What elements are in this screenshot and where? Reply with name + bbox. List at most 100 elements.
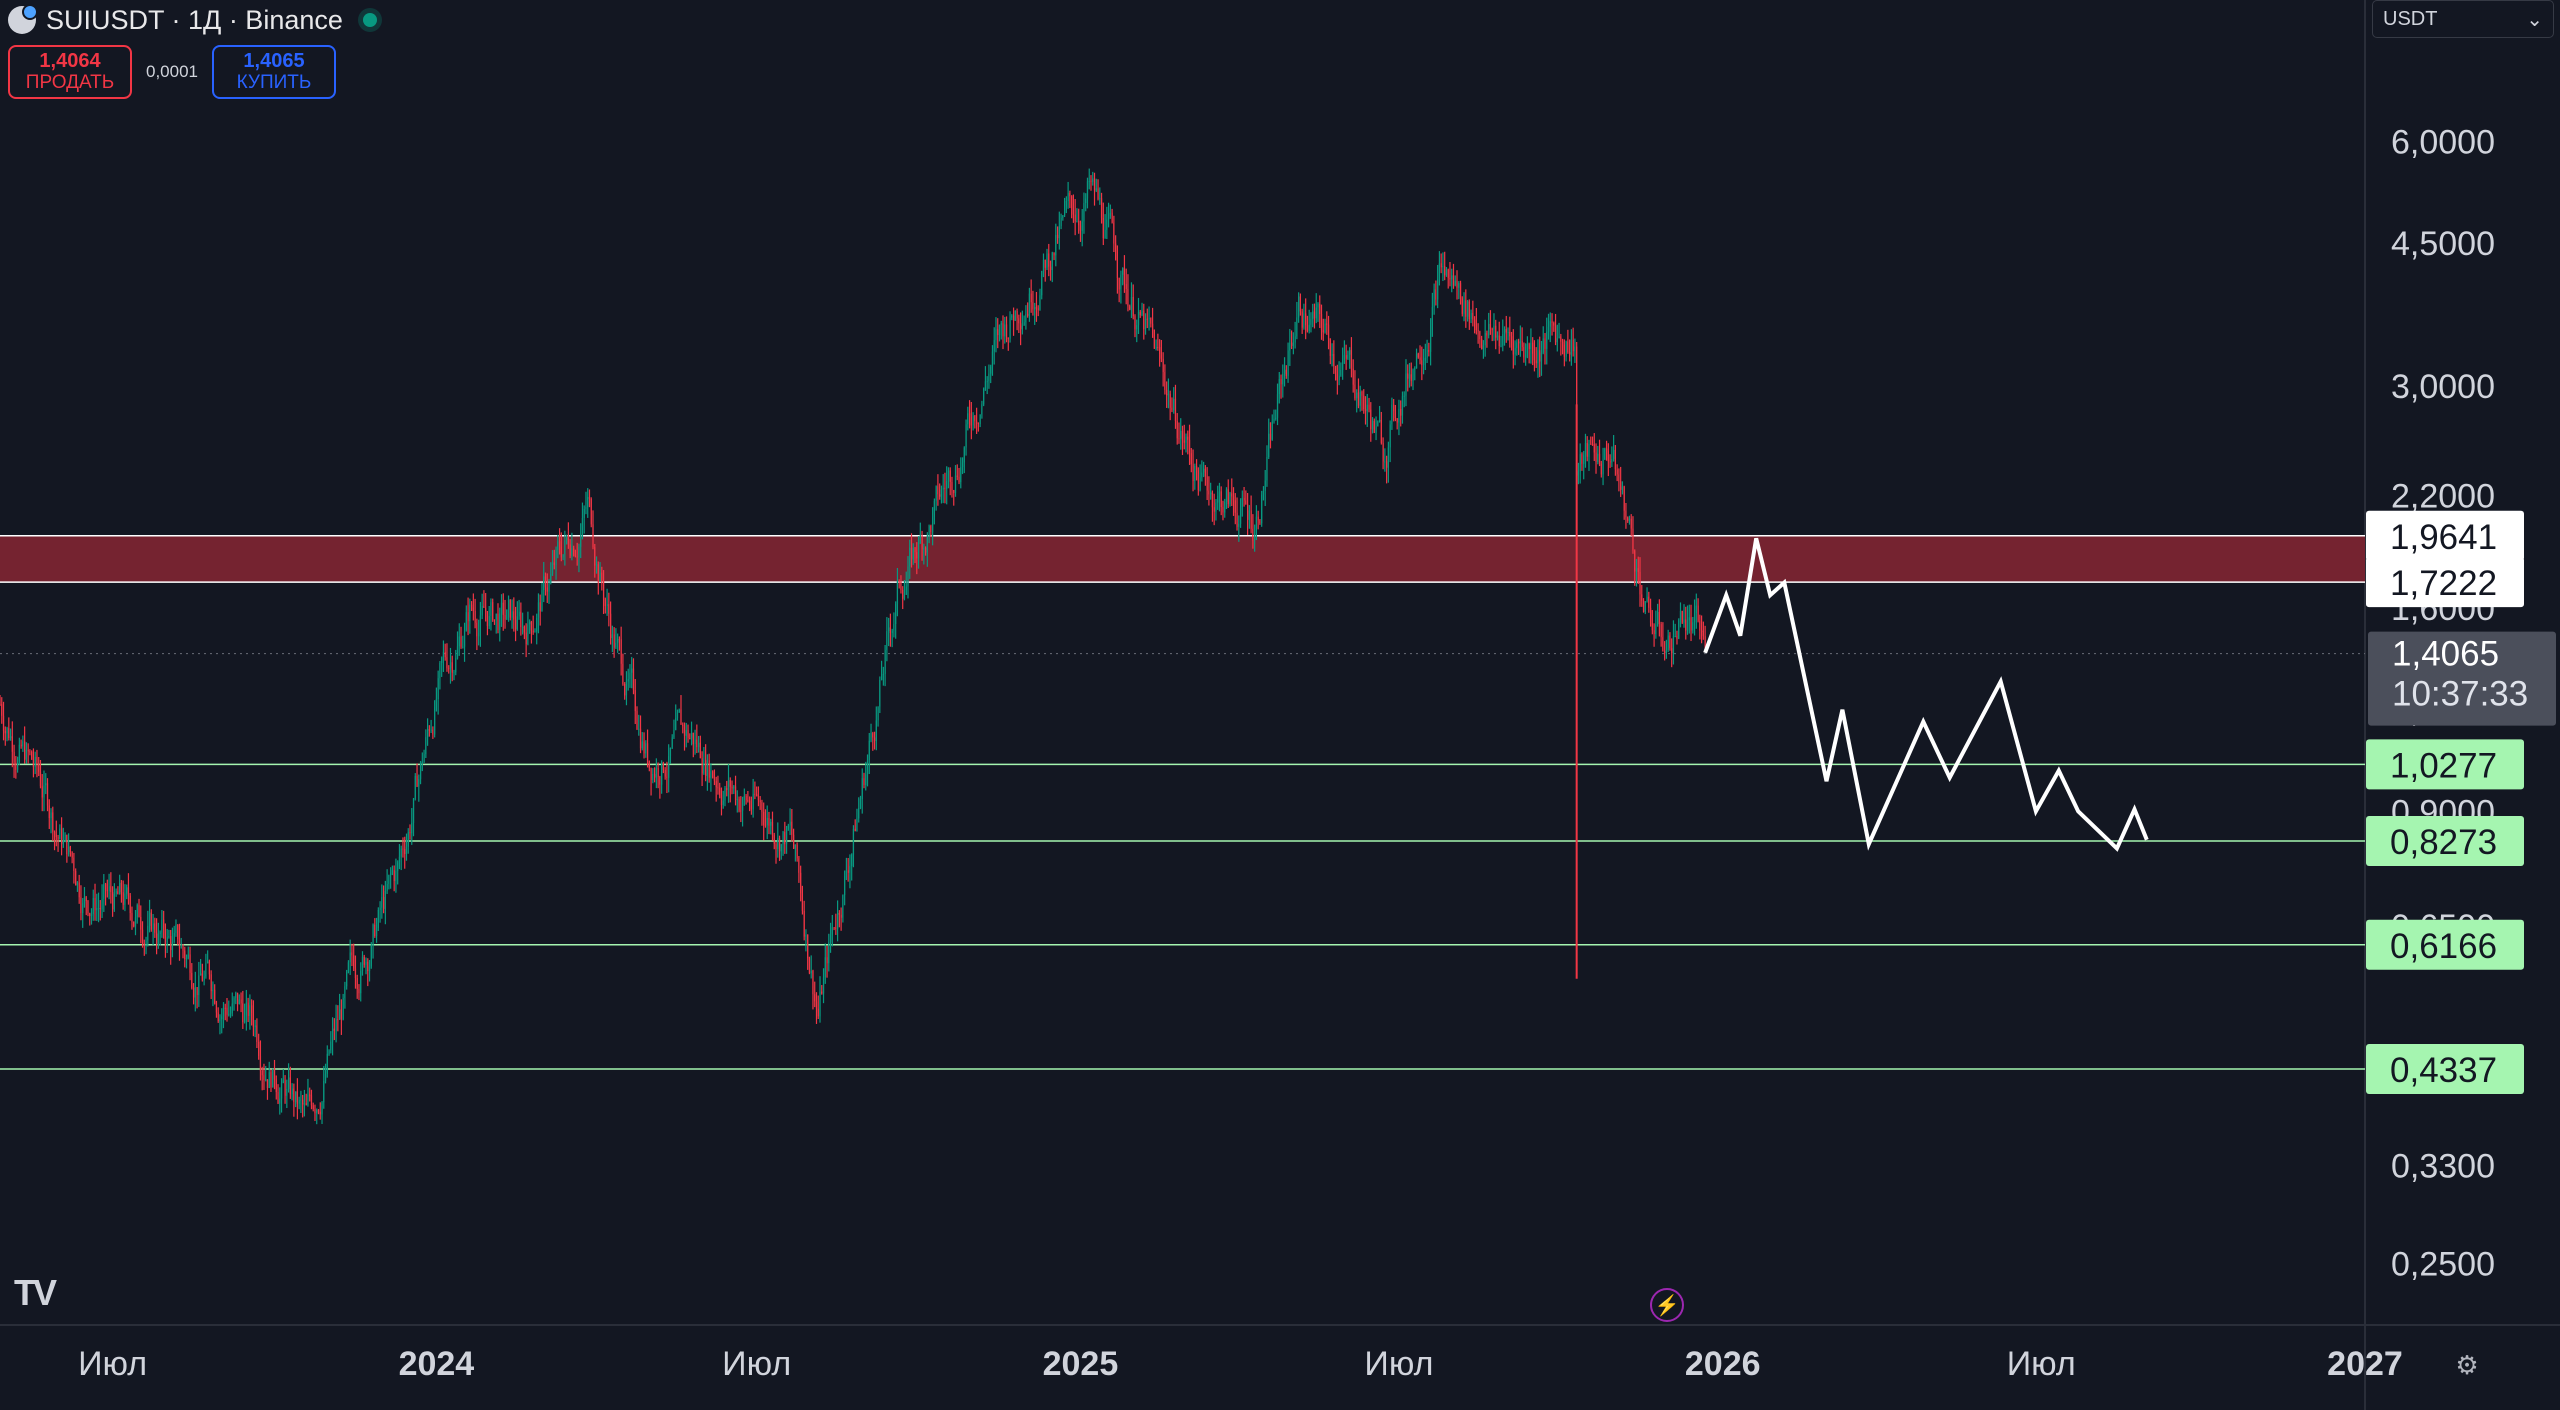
candle-body — [1646, 596, 1648, 602]
candle-body — [1257, 516, 1259, 521]
candle-body — [1401, 396, 1404, 416]
candle-body — [1136, 325, 1138, 330]
candle-body — [1123, 268, 1126, 285]
symbol-title[interactable]: SUIUSDT · 1Д · Binance — [46, 4, 343, 35]
candle-body — [286, 1088, 288, 1096]
candle-body — [185, 957, 188, 960]
candle-body — [351, 952, 353, 956]
candle-body — [25, 749, 27, 760]
candle-body — [1262, 490, 1265, 495]
candle-body — [854, 828, 856, 831]
candle-body — [1322, 330, 1324, 333]
candle-body — [1356, 392, 1358, 399]
candle-body — [1579, 454, 1581, 472]
candle-body — [1319, 303, 1321, 315]
candle-body — [1298, 296, 1300, 318]
candle-body — [724, 788, 726, 801]
candle-body — [777, 838, 779, 850]
candle-body — [136, 905, 138, 918]
candle-body — [138, 905, 140, 917]
candle-body — [85, 897, 87, 902]
candle-body — [1143, 310, 1145, 330]
candle-body — [833, 927, 835, 929]
settings-icon[interactable]: ⚙ — [2455, 1349, 2479, 1380]
candle-body — [1477, 330, 1479, 332]
buy-button[interactable]: 1,4065 КУПИТЬ — [212, 45, 336, 99]
candle-body — [434, 707, 436, 735]
candle-body — [573, 548, 575, 555]
candle-body — [615, 642, 617, 648]
candle-body — [1611, 458, 1613, 463]
candle-body — [1364, 409, 1367, 412]
candle-body — [866, 760, 869, 775]
candle-body — [1380, 419, 1382, 443]
candle-body — [412, 798, 415, 824]
candle-body — [678, 709, 680, 713]
candle-body — [632, 668, 635, 691]
candle-body — [92, 898, 94, 915]
candle-body — [648, 760, 650, 769]
candle-body — [835, 927, 837, 930]
candle-body — [1526, 343, 1528, 355]
candle-body — [1009, 317, 1011, 339]
candle-body — [752, 793, 754, 810]
candle-body — [919, 535, 921, 543]
candle-body — [782, 831, 784, 845]
candle-body — [1157, 347, 1159, 349]
flash-icon[interactable]: ⚡ — [1650, 1288, 1684, 1322]
candle-body — [39, 771, 42, 787]
candle-body — [27, 749, 29, 752]
candles-group — [0, 168, 1706, 1125]
candle-body — [706, 760, 708, 776]
candle-body — [592, 524, 594, 548]
tradingview-logo[interactable]: TV — [14, 1272, 57, 1313]
candle-body — [1537, 350, 1539, 364]
candle-body — [1016, 310, 1018, 319]
candle-body — [1679, 611, 1682, 621]
candle-body — [1342, 358, 1344, 370]
candle-body — [1577, 471, 1580, 476]
currency-select[interactable]: USDT ⌄ — [2372, 0, 2554, 38]
candle-body — [1583, 455, 1585, 464]
resistance-zone — [0, 535, 2365, 583]
candle-body — [720, 795, 723, 805]
level-price-badge — [2366, 1043, 2524, 1094]
candle-body — [1185, 436, 1187, 443]
candle-body — [1041, 270, 1043, 296]
candle-body — [1658, 612, 1660, 625]
candle-body — [536, 617, 538, 632]
buy-label: КУПИТЬ — [236, 72, 312, 93]
candle-body — [1547, 326, 1550, 332]
candle-body — [844, 875, 846, 896]
candle-body — [1352, 368, 1354, 385]
candle-body — [261, 1070, 263, 1076]
candle-body — [1122, 268, 1124, 275]
candle-body — [282, 1080, 284, 1084]
candle-body — [103, 884, 105, 899]
candle-body — [1100, 198, 1103, 219]
candle-body — [558, 541, 561, 547]
candle-body — [1554, 325, 1557, 343]
candle-body — [868, 740, 870, 761]
candle-body — [1697, 605, 1699, 621]
candle-body — [1248, 510, 1250, 520]
candle-body — [1076, 221, 1078, 223]
candle-body — [1435, 289, 1437, 300]
candle-body — [1021, 325, 1023, 330]
candle-body — [900, 582, 902, 590]
market-status-icon[interactable] — [362, 13, 377, 27]
candle-body — [610, 613, 612, 639]
candle-body — [719, 788, 721, 796]
candle-body — [863, 778, 865, 786]
candle-body — [201, 973, 203, 981]
candle-body — [1394, 411, 1397, 419]
candle-body — [1465, 300, 1467, 317]
candle-body — [560, 546, 562, 558]
candle-body — [1088, 180, 1090, 182]
candle-body — [45, 783, 47, 786]
candle-body — [884, 649, 886, 674]
sell-button[interactable]: 1,4064 ПРОДАТЬ — [8, 45, 132, 99]
candle-body — [375, 928, 378, 937]
candle-body — [912, 547, 914, 560]
